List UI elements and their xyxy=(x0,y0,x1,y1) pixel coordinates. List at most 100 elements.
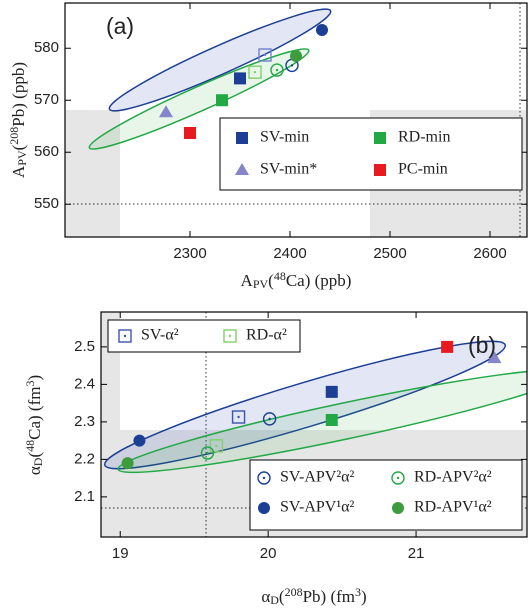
axis-label: αD(208Pb) (fm3) xyxy=(261,585,366,607)
legend-label: SV-APV¹α² xyxy=(280,499,355,516)
marker xyxy=(325,385,338,398)
legend-box xyxy=(249,459,523,531)
label-part: D xyxy=(270,593,279,607)
marker-dot xyxy=(215,444,218,448)
marker-dot xyxy=(396,476,400,480)
marker-dot xyxy=(206,451,209,455)
y-tick-label: 570 xyxy=(34,91,59,108)
marker xyxy=(236,132,248,144)
marker xyxy=(159,105,173,118)
marker xyxy=(235,163,249,175)
axis-label: APV(48Ca) (ppb) xyxy=(241,269,352,291)
legend-label: SV-min xyxy=(260,129,309,146)
label-part: 208 xyxy=(7,127,21,145)
marker xyxy=(290,50,302,63)
marker xyxy=(258,502,270,514)
ellipse xyxy=(117,368,527,474)
axis-label: αD(48Ca) (fm3) xyxy=(23,375,45,475)
legend-label: RD-min xyxy=(398,129,450,146)
legend-box xyxy=(107,319,301,353)
label-part: ( xyxy=(25,452,44,458)
label-part: Ca) (ppb) xyxy=(286,271,352,290)
legend-label: SV-min* xyxy=(260,161,317,178)
label-part: 3 xyxy=(23,381,37,387)
plot-frame xyxy=(100,311,528,538)
marker xyxy=(325,414,338,426)
legend-label: RD-α² xyxy=(246,327,287,344)
marker xyxy=(270,63,284,77)
marker-dot xyxy=(262,476,266,480)
x-tick-label: 21 xyxy=(408,545,425,562)
ellipse xyxy=(108,8,332,112)
x-tick-label: 2500 xyxy=(373,245,406,262)
marker-dot xyxy=(275,68,279,72)
marker xyxy=(441,340,454,353)
y-tick-label: 580 xyxy=(34,39,59,56)
legend-label: SV-α² xyxy=(141,327,179,344)
legend-box xyxy=(219,117,523,191)
label-part: PV xyxy=(253,277,269,291)
marker xyxy=(133,434,146,447)
label-part: Pb) (ppb) xyxy=(9,62,28,127)
label-part: D xyxy=(31,457,45,466)
marker xyxy=(316,24,328,37)
label-part: 48 xyxy=(23,440,37,452)
label-part: PV xyxy=(15,150,29,166)
label-part: ( xyxy=(9,144,28,150)
panel-label: (a) xyxy=(106,13,134,39)
marker-dot xyxy=(290,64,294,67)
y-tick-label: 2.5 xyxy=(74,338,95,355)
label-part: ( xyxy=(279,587,285,606)
marker xyxy=(216,94,228,107)
label-part: Pb) (fm xyxy=(303,587,355,606)
label-part: ( xyxy=(268,271,274,290)
ellipse xyxy=(88,48,310,150)
marker xyxy=(184,127,196,139)
legend-label: RD-APV¹α² xyxy=(414,499,492,516)
legend-label: PC-min xyxy=(398,161,448,178)
marker xyxy=(391,471,405,485)
legend-label: RD-APV²α² xyxy=(414,469,492,486)
marker xyxy=(209,439,224,453)
marker xyxy=(374,164,386,176)
marker xyxy=(248,65,262,79)
marker xyxy=(231,410,246,424)
label-part: α xyxy=(25,466,44,475)
label-part: α xyxy=(261,587,270,606)
label-part: ) xyxy=(361,587,367,606)
label-part: 48 xyxy=(274,269,286,283)
marker xyxy=(257,471,271,485)
label-part: 3 xyxy=(355,585,361,599)
x-tick-label: 20 xyxy=(260,545,277,562)
y-tick-label: 2.1 xyxy=(74,488,95,505)
x-tick-label: 2600 xyxy=(473,245,506,262)
marker xyxy=(258,48,272,62)
marker xyxy=(234,72,246,85)
marker xyxy=(121,457,134,470)
y-tick-label: 2.4 xyxy=(74,375,95,392)
marker xyxy=(262,412,277,426)
y-tick-label: 2.3 xyxy=(74,413,95,430)
marker xyxy=(487,351,502,364)
label-part: A xyxy=(241,271,254,290)
x-tick-label: 2400 xyxy=(273,245,306,262)
label-part: Ca) (fm xyxy=(25,387,44,440)
y-tick-label: 560 xyxy=(34,143,59,160)
marker xyxy=(223,329,237,343)
label-part: ) xyxy=(25,375,44,381)
marker xyxy=(392,502,404,514)
y-tick-label: 550 xyxy=(34,195,59,212)
marker-dot xyxy=(268,417,271,421)
marker-dot xyxy=(263,53,267,57)
y-tick-label: 2.2 xyxy=(74,450,95,467)
x-tick-label: 19 xyxy=(112,545,129,562)
marker xyxy=(118,329,132,343)
plot-frame xyxy=(64,2,528,238)
panel-label: (b) xyxy=(468,332,496,358)
marker xyxy=(200,446,215,460)
axis-label: APV(208Pb) (ppb) xyxy=(7,62,29,178)
marker-dot xyxy=(123,334,127,338)
marker-dot xyxy=(228,334,232,338)
x-tick-label: 2300 xyxy=(173,245,206,262)
